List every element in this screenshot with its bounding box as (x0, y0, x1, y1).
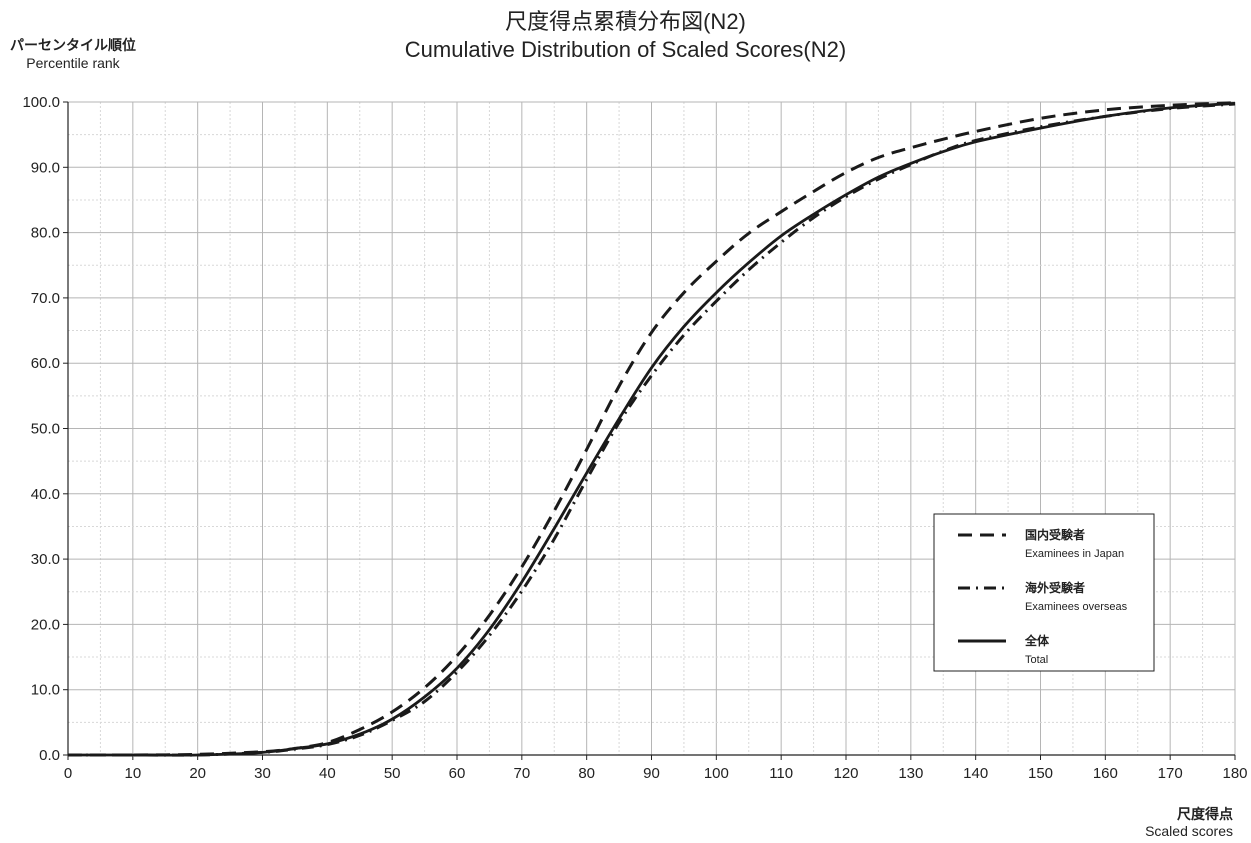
x-tick-label: 80 (578, 765, 595, 782)
series-lines (67, 101, 1236, 757)
x-tick-label: 130 (898, 765, 923, 782)
y-tick-label: 50.0 (31, 421, 60, 438)
y-tick-label: 40.0 (31, 486, 60, 503)
x-tick-label: 150 (1028, 765, 1053, 782)
x-tick-labels: 0 10 20 30 40 50 60 70 80 90 100 110 120 130 140 150 160… (64, 755, 1248, 782)
y-axis-label-en: Percentile rank (26, 55, 120, 71)
x-tick-label: 120 (833, 765, 858, 782)
x-tick-label: 100 (704, 765, 729, 782)
x-tick-label: 0 (64, 765, 72, 782)
legend-item-overseas: 海外受験者 Examinees overseas (958, 580, 1128, 613)
legend-item-japan: 国内受験者 Examinees in Japan (958, 527, 1124, 560)
y-tick-label: 30.0 (31, 551, 60, 568)
x-tick-label: 90 (643, 765, 660, 782)
x-tick-label: 50 (384, 765, 401, 782)
series-line-total (68, 101, 1236, 757)
x-axis-label-jp: 尺度得点 (1177, 806, 1233, 822)
legend-box (933, 513, 1155, 672)
y-tick-label: 90.0 (31, 159, 60, 176)
y-axis-label-jp: パーセンタイル順位 (10, 37, 136, 53)
legend-label-jp: 海外受験者 (1025, 580, 1085, 595)
y-tick-label: 60.0 (31, 355, 60, 372)
legend-label-en: Examinees overseas (1025, 601, 1128, 613)
legend-item-total: 全体 Total (958, 633, 1050, 666)
x-tick-label: 40 (319, 765, 336, 782)
chart-title-en: Cumulative Distribution of Scaled Scores… (404, 37, 847, 62)
legend-label-jp: 全体 (1024, 633, 1050, 648)
y-tick-label: 80.0 (31, 225, 60, 242)
legend-label-en: Total (1025, 654, 1048, 666)
x-tick-label: 20 (189, 765, 206, 782)
x-tick-label: 30 (254, 765, 271, 782)
y-axis-label: パーセンタイル順位 Percentile rank (10, 36, 136, 72)
legend-label-jp: 国内受験者 (1025, 527, 1085, 542)
x-tick-label: 140 (963, 765, 988, 782)
chart-title-jp: 尺度得点累積分布図(N2) (505, 9, 746, 34)
x-tick-label: 160 (1093, 765, 1118, 782)
x-tick-label: 170 (1158, 765, 1183, 782)
y-tick-label: 70.0 (31, 290, 60, 307)
x-tick-label: 10 (124, 765, 141, 782)
y-tick-label: 0.0 (39, 747, 60, 764)
x-tick-label: 110 (769, 765, 793, 782)
grid (67, 101, 1236, 756)
x-axis-label: 尺度得点 Scaled scores (1145, 806, 1233, 840)
y-tick-labels: 0.0 10.0 20.0 30.0 40.0 50.0 60.0 70.0 80.0 90.0 1… (22, 94, 68, 764)
y-tick-label: 10.0 (31, 682, 60, 699)
x-tick-label: 70 (513, 765, 530, 782)
legend: 国内受験者 Examinees in Japan 海外受験者 Examinees ov… (933, 513, 1155, 672)
legend-label-en: Examinees in Japan (1025, 548, 1124, 560)
y-tick-label: 100.0 (22, 94, 60, 111)
x-axis-label-en: Scaled scores (1145, 823, 1233, 839)
y-tick-label: 20.0 (31, 616, 60, 633)
x-tick-label: 180 (1222, 765, 1247, 782)
x-tick-label: 60 (449, 765, 466, 782)
chart-title: 尺度得点累積分布図(N2) Cumulative Distribution of… (0, 8, 1251, 64)
